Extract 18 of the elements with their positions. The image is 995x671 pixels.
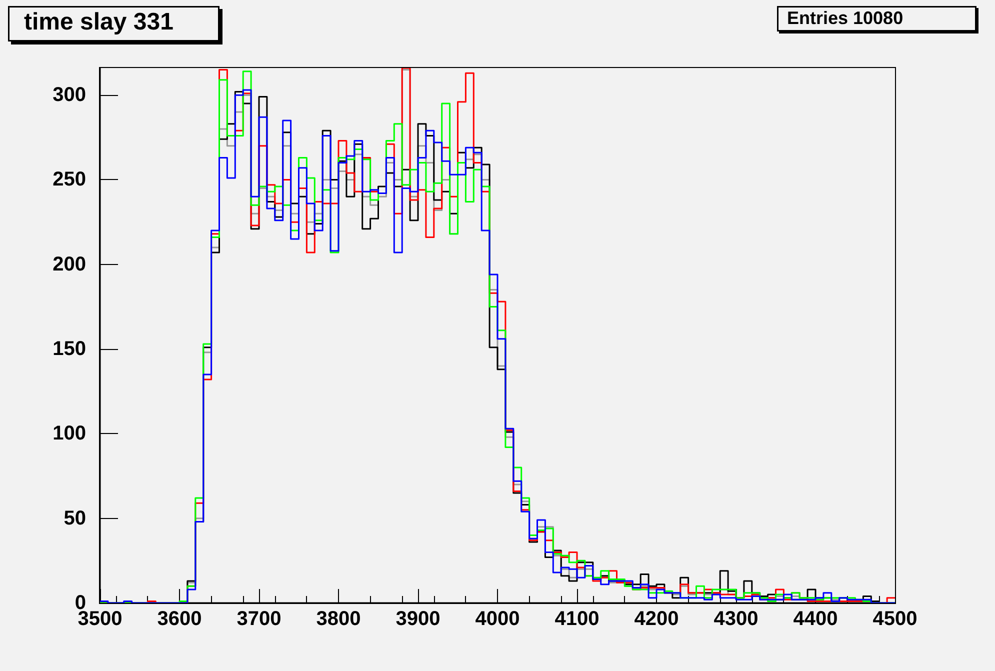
x-tick-label: 4400 [793, 608, 838, 630]
x-tick-label: 3700 [236, 608, 282, 630]
x-tick-label: 4100 [554, 608, 600, 630]
text: Entries 10080 [787, 8, 904, 28]
x-tick-label: 4500 [872, 608, 918, 630]
y-tick-label: 300 [52, 84, 86, 106]
y-tick-label: 50 [64, 507, 86, 530]
x-tick-label: 4300 [714, 608, 758, 630]
x-tick-label: 3600 [157, 608, 202, 630]
x-tick-label: 3800 [316, 608, 361, 630]
y-tick-label: 100 [52, 422, 86, 445]
chart-title: time slay 331 [24, 8, 174, 36]
y-tick-label: 150 [52, 338, 86, 360]
y-tick-label: 250 [52, 168, 86, 191]
y-tick-label: 200 [52, 253, 86, 276]
x-tick-label: 3900 [396, 608, 440, 630]
x-tick-label: 4200 [634, 608, 679, 630]
x-tick-label: 4000 [475, 608, 520, 630]
